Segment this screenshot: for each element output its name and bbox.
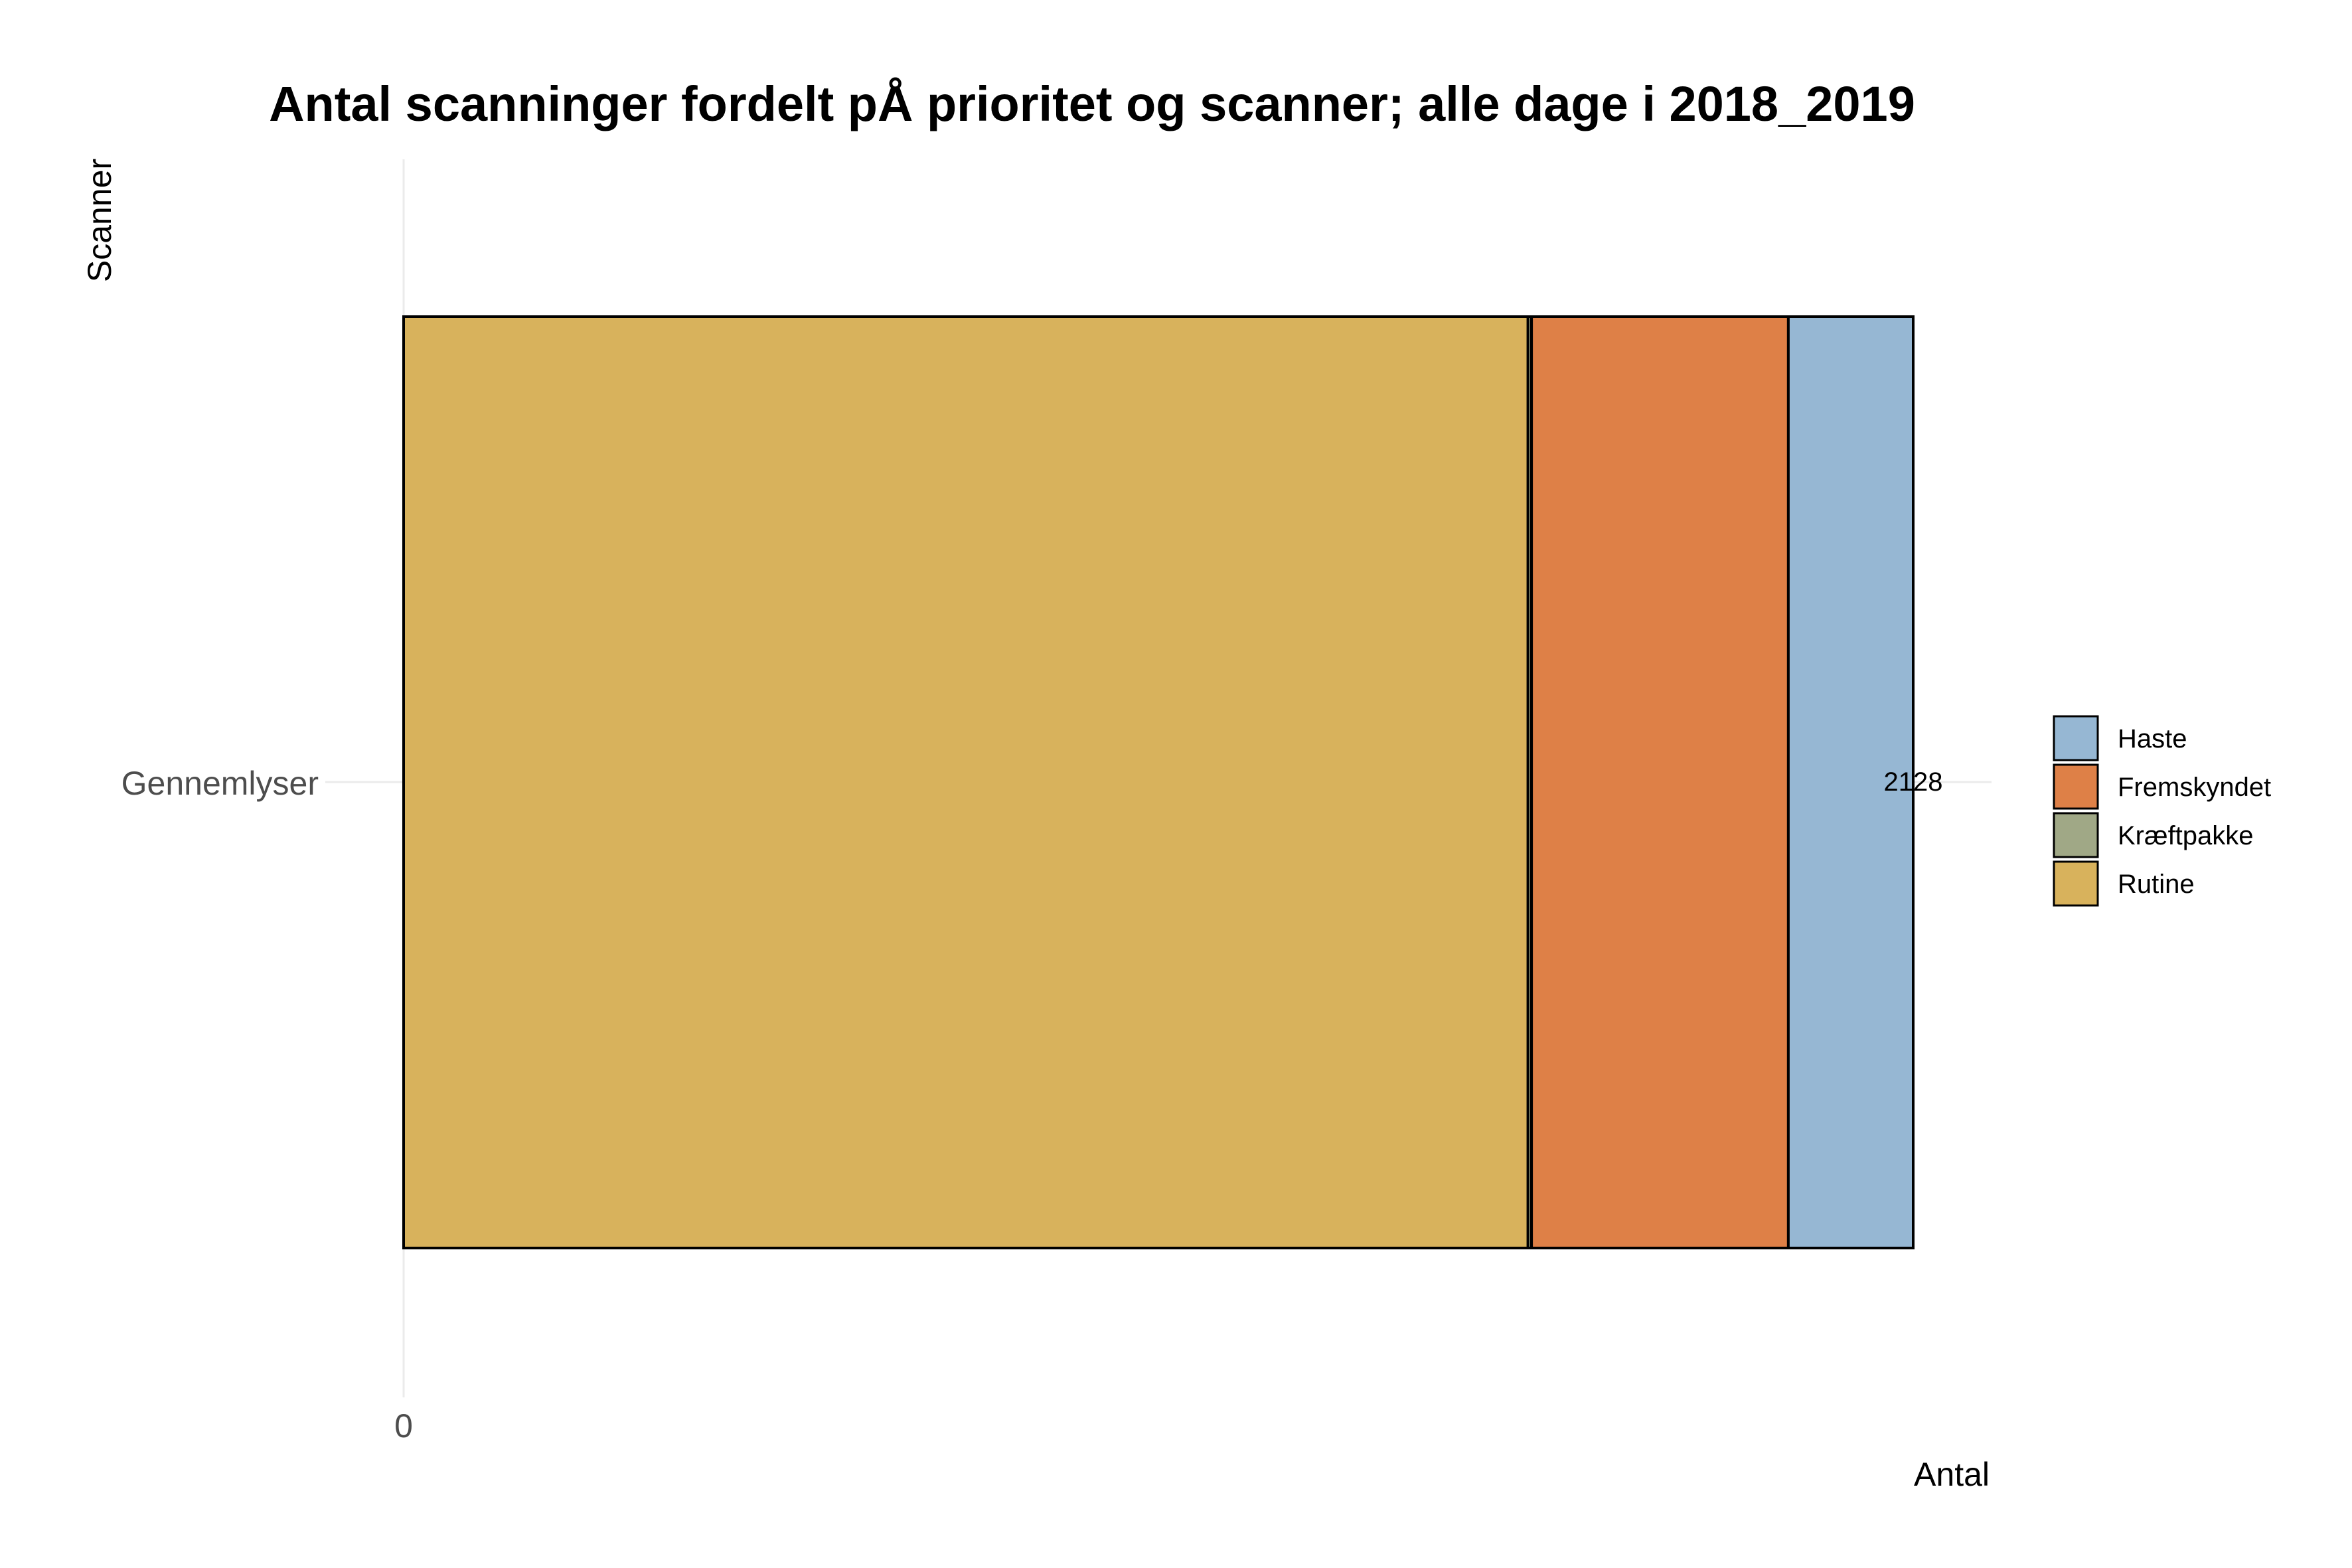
x-axis-title: Antal [1914, 1456, 1990, 1493]
legend-key-kræftpakke [2053, 812, 2099, 858]
bars-group [402, 315, 1915, 1249]
bar-segment-rutine [402, 315, 1529, 1249]
x-tick-label-0: 0 [394, 1407, 413, 1445]
y-axis-title: Scanner [81, 159, 118, 282]
legend-key-haste [2053, 715, 2099, 761]
legend: Haste Fremskyndet Kræftpakke Rutine [2053, 715, 2271, 907]
legend-label-fremskyndet: Fremskyndet [2118, 773, 2271, 802]
legend-key-rutine [2053, 860, 2099, 907]
bar-segment-haste [1786, 315, 1915, 1249]
legend-label-haste: Haste [2118, 724, 2187, 753]
legend-label-kræftpakke: Kræftpakke [2118, 821, 2254, 850]
total-label-gennemlyser: 2128 [1884, 767, 1943, 797]
y-tick-label-gennemlyser: Gennemlyser [121, 765, 319, 802]
legend-key-fremskyndet [2053, 763, 2099, 810]
legend-label-rutine: Rutine [2118, 870, 2195, 899]
bar-segment-fremskyndet [1530, 315, 1790, 1249]
chart-title: Antal scanninger fordelt pÅ prioritet og… [269, 76, 1915, 131]
